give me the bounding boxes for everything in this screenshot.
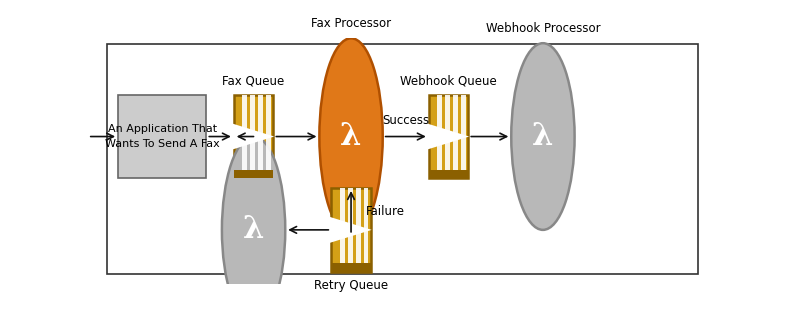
Bar <box>428 95 468 178</box>
Text: λ: λ <box>340 121 362 152</box>
Bar <box>340 188 345 263</box>
Text: Success: Success <box>382 114 429 127</box>
Bar <box>331 263 371 272</box>
Polygon shape <box>312 211 372 248</box>
Text: Webhook Queue: Webhook Queue <box>400 74 497 87</box>
Ellipse shape <box>511 43 575 230</box>
Polygon shape <box>410 118 469 155</box>
Text: Retry Queue: Retry Queue <box>314 279 388 292</box>
Ellipse shape <box>222 137 285 319</box>
Bar <box>331 188 371 272</box>
Bar <box>438 95 443 170</box>
Bar <box>356 188 361 263</box>
Ellipse shape <box>319 38 383 235</box>
Bar <box>259 95 263 170</box>
Text: Webhook Processor: Webhook Processor <box>486 22 601 34</box>
Bar <box>243 95 248 170</box>
Bar <box>461 95 466 170</box>
Text: λ: λ <box>532 121 553 152</box>
Bar <box>364 188 369 263</box>
Bar <box>118 95 207 178</box>
Text: An Application That
Wants To Send A Fax: An Application That Wants To Send A Fax <box>105 124 219 149</box>
Text: Failure: Failure <box>366 205 406 218</box>
Text: Fax Queue: Fax Queue <box>222 74 285 87</box>
Bar <box>348 188 353 263</box>
Bar <box>454 95 458 170</box>
Bar <box>266 95 271 170</box>
Bar <box>446 95 450 170</box>
Bar <box>233 170 274 178</box>
Polygon shape <box>215 118 274 155</box>
Text: Fax Processor: Fax Processor <box>311 17 391 30</box>
Bar <box>233 95 274 178</box>
Bar <box>428 170 468 178</box>
Bar <box>251 95 255 170</box>
Text: λ: λ <box>243 214 264 245</box>
